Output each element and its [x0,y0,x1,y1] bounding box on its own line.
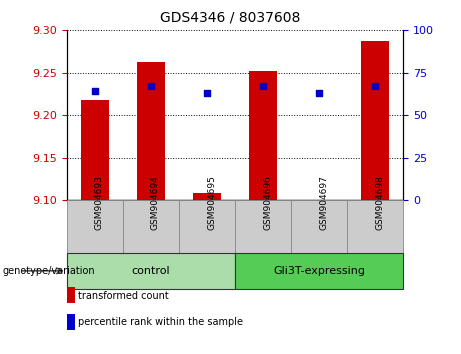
Bar [235,200,291,253]
Bar [67,253,235,289]
Point [91,88,99,94]
Point [260,83,267,89]
Text: control: control [132,266,170,276]
Bar [137,62,165,200]
Bar [291,200,347,253]
Text: percentile rank within the sample: percentile rank within the sample [78,317,243,327]
Text: GDS4346 / 8037608: GDS4346 / 8037608 [160,11,301,25]
Text: GSM904698: GSM904698 [375,175,384,230]
Bar [193,193,221,200]
Text: GSM904697: GSM904697 [319,175,328,230]
Point [203,90,211,96]
Text: Gli3T-expressing: Gli3T-expressing [273,266,365,276]
Text: GSM904694: GSM904694 [151,175,160,230]
Point [315,90,323,96]
Text: genotype/variation: genotype/variation [2,266,95,276]
Text: GSM904696: GSM904696 [263,175,272,230]
Bar [347,200,403,253]
Bar [123,200,179,253]
Bar [235,253,403,289]
Bar [81,100,109,200]
Bar [179,200,235,253]
Point [372,83,379,89]
Bar [249,71,277,200]
Text: GSM904695: GSM904695 [207,175,216,230]
Text: GSM904693: GSM904693 [95,175,104,230]
Text: transformed count: transformed count [78,291,169,301]
Point [147,83,154,89]
Bar [361,41,390,200]
Bar [67,200,123,253]
